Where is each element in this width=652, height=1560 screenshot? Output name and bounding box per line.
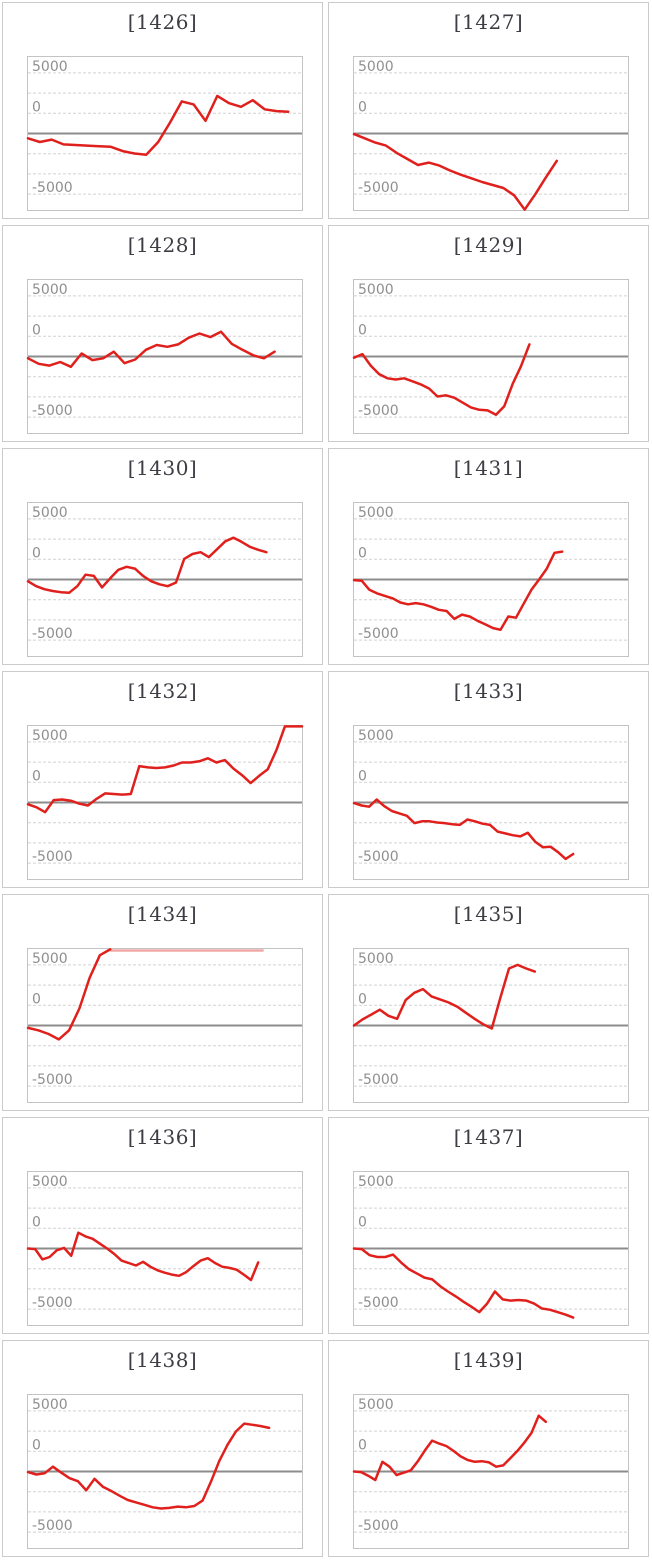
- y-axis-label: 0: [358, 1214, 367, 1230]
- differential-line-chart: 5000 0 -5000: [26, 279, 303, 434]
- data-line: [352, 1414, 548, 1482]
- y-axis-label: -5000: [32, 1295, 73, 1311]
- y-axis-label: 5000: [358, 951, 394, 967]
- machine-chart-panel[interactable]: [1438] 5000 0 -5000: [2, 1340, 323, 1557]
- differential-line-chart: 5000 0 -5000: [352, 1394, 629, 1549]
- machine-chart-panel[interactable]: [1435] 5000 0 -5000: [328, 894, 649, 1111]
- data-line: [26, 536, 268, 595]
- y-axis-label: 5000: [32, 1397, 68, 1413]
- data-line: [352, 1247, 575, 1319]
- machine-chart-panel[interactable]: [1433] 5000 0 -5000: [328, 671, 649, 888]
- y-axis-label: 5000: [32, 505, 68, 521]
- y-axis-label: 5000: [358, 728, 394, 744]
- chart-title: [1428]: [127, 233, 198, 257]
- chart-title: [1430]: [127, 456, 198, 480]
- chart-title: [1427]: [453, 10, 524, 34]
- data-line: [352, 963, 537, 1030]
- chart-title: [1433]: [453, 679, 524, 703]
- y-axis-label: 0: [32, 768, 41, 784]
- data-line: [26, 948, 112, 1041]
- differential-line-chart: 5000 0 -5000: [26, 1171, 303, 1326]
- machine-chart-panel[interactable]: [1432] 5000 0 -5000: [2, 671, 323, 888]
- data-line: [26, 330, 276, 369]
- differential-line-chart: 5000 0 -5000: [26, 502, 303, 657]
- y-axis-label: 0: [358, 545, 367, 561]
- machine-chart-panel[interactable]: [1437] 5000 0 -5000: [328, 1117, 649, 1334]
- y-axis-label: -5000: [32, 849, 73, 865]
- y-axis-label: 5000: [358, 59, 394, 75]
- y-axis-label: -5000: [32, 403, 73, 419]
- y-axis-label: -5000: [358, 1518, 399, 1534]
- differential-line-chart: 5000 0 -5000: [352, 279, 629, 434]
- chart-title: [1436]: [127, 1125, 198, 1149]
- differential-line-chart: 5000 0 -5000: [26, 948, 303, 1103]
- chart-title: [1435]: [453, 902, 524, 926]
- y-axis-label: 5000: [358, 1174, 394, 1190]
- data-line: [352, 343, 531, 416]
- y-axis-label: 5000: [32, 1174, 68, 1190]
- y-axis-label: -5000: [32, 1072, 73, 1088]
- differential-line-chart: 5000 0 -5000: [352, 502, 629, 657]
- data-line: [26, 725, 304, 814]
- y-axis-label: 0: [358, 991, 367, 1007]
- y-axis-label: 0: [358, 322, 367, 338]
- y-axis-label: -5000: [358, 849, 399, 865]
- chart-title: [1429]: [453, 233, 524, 257]
- y-axis-label: -5000: [358, 626, 399, 642]
- differential-line-chart: 5000 0 -5000: [26, 725, 304, 880]
- y-axis-label: -5000: [32, 180, 73, 196]
- chart-title: [1432]: [127, 679, 198, 703]
- chart-title: [1426]: [127, 10, 198, 34]
- machine-chart-panel[interactable]: [1430] 5000 0 -5000: [2, 448, 323, 665]
- differential-line-chart: 5000 0 -5000: [352, 56, 629, 211]
- chart-title: [1434]: [127, 902, 198, 926]
- y-axis-label: -5000: [358, 1295, 399, 1311]
- y-axis-label: 0: [358, 768, 367, 784]
- machine-chart-panel[interactable]: [1434] 5000 0 -5000: [2, 894, 323, 1111]
- y-axis-label: 0: [32, 545, 41, 561]
- machine-chart-panel[interactable]: [1429] 5000 0 -5000: [328, 225, 649, 442]
- data-line: [26, 1231, 260, 1282]
- differential-line-chart: 5000 0 -5000: [352, 725, 629, 880]
- y-axis-label: 5000: [32, 282, 68, 298]
- y-axis-label: -5000: [358, 180, 399, 196]
- data-line: [352, 798, 575, 861]
- machine-chart-panel[interactable]: [1431] 5000 0 -5000: [328, 448, 649, 665]
- y-axis-label: -5000: [358, 1072, 399, 1088]
- chart-title: [1439]: [453, 1348, 524, 1372]
- machine-chart-panel[interactable]: [1426] 5000 0 -5000: [2, 2, 323, 219]
- y-axis-label: 0: [32, 1214, 41, 1230]
- y-axis-label: 0: [32, 322, 41, 338]
- machine-chart-panel[interactable]: [1427] 5000 0 -5000: [328, 2, 649, 219]
- chart-title: [1438]: [127, 1348, 198, 1372]
- y-axis-label: 5000: [32, 951, 68, 967]
- differential-line-chart: 5000 0 -5000: [352, 1171, 629, 1326]
- y-axis-label: 0: [358, 99, 367, 115]
- chart-title: [1431]: [453, 456, 524, 480]
- machine-chart-panel[interactable]: [1436] 5000 0 -5000: [2, 1117, 323, 1334]
- data-line: [352, 132, 559, 211]
- y-axis-label: -5000: [32, 1518, 73, 1534]
- y-axis-label: 5000: [358, 1397, 394, 1413]
- y-axis-label: 0: [32, 991, 41, 1007]
- data-line: [26, 94, 290, 156]
- differential-line-chart: 5000 0 -5000: [352, 948, 629, 1103]
- chart-title: [1437]: [453, 1125, 524, 1149]
- y-axis-label: 5000: [358, 282, 394, 298]
- y-axis-label: -5000: [358, 403, 399, 419]
- machine-chart-panel[interactable]: [1428] 5000 0 -5000: [2, 225, 323, 442]
- y-axis-label: 0: [32, 99, 41, 115]
- y-axis-label: -5000: [32, 626, 73, 642]
- y-axis-label: 5000: [358, 505, 394, 521]
- differential-line-chart: 5000 0 -5000: [26, 56, 303, 211]
- y-axis-label: 0: [358, 1437, 367, 1453]
- y-axis-label: 5000: [32, 59, 68, 75]
- y-axis-label: 5000: [32, 728, 68, 744]
- y-axis-label: 0: [32, 1437, 41, 1453]
- data-line: [26, 1422, 271, 1510]
- machine-chart-panel[interactable]: [1439] 5000 0 -5000: [328, 1340, 649, 1557]
- data-line: [352, 550, 564, 632]
- differential-line-chart: 5000 0 -5000: [26, 1394, 303, 1549]
